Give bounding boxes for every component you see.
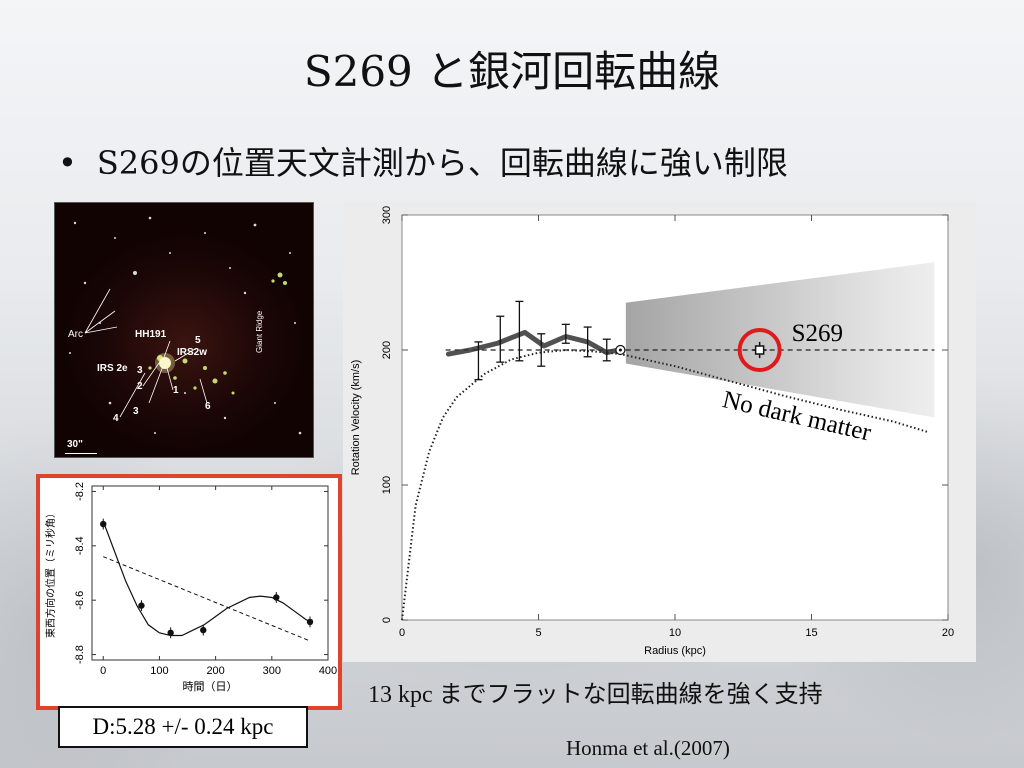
caption-text: までフラットな回転曲線を強く支持: [438, 680, 823, 708]
s269-highlight-circle: [737, 328, 782, 372]
plot-area: [91, 485, 329, 661]
label-3-upper: 3: [137, 365, 143, 376]
x-tick-label: 300: [263, 665, 281, 677]
data-point: [273, 594, 280, 601]
astrometry-panel: 0 100 200 300 400 -8.2 -8.4 -8.6 -8.8 時間（日） 東西方向の位…: [36, 474, 342, 710]
data-point: [306, 618, 314, 626]
x-axis-label: Radius (kpc): [644, 645, 706, 657]
label-5: 5: [195, 335, 201, 346]
caption: 13 kpc までフラットな回転曲線を強く支持: [368, 674, 823, 709]
x-tick-label: 400: [319, 665, 337, 677]
x-axis-label: 時間（日）: [183, 680, 238, 693]
label-1: 1: [173, 385, 179, 396]
linear-fit-line: [103, 556, 311, 642]
distance-box: D:5.28 +/- 0.24 kpc: [58, 706, 308, 748]
bullet-point: • S269の位置天文計測から、回転曲線に強い制限: [58, 138, 788, 184]
label-irs2w: IRS2w: [177, 347, 208, 358]
s269-infrared-image: Arc HH191 IRS 2e IRS2w 5 3 2 1 3 4 6 Gia…: [54, 202, 314, 458]
x-tick-label: 15: [805, 627, 817, 639]
bullet-dot-icon: •: [58, 144, 77, 182]
y-axis-label: 東西方向の位置（ミリ秒角）: [44, 508, 57, 638]
s269-label: S269: [792, 320, 843, 347]
y-tick-label: -8.6: [74, 591, 86, 610]
x-tick-label: 10: [669, 627, 681, 639]
bullet-text: の位置天文計測から、回転曲線に強い制限: [179, 144, 788, 182]
y-tick-label: -8.4: [74, 536, 86, 555]
data-point: [200, 626, 207, 634]
label-4: 4: [113, 413, 119, 424]
x-tick-label: 20: [942, 627, 954, 639]
x-tick-label: 0: [100, 665, 106, 677]
slide-title: S269 と銀河回転曲線: [303, 47, 721, 96]
data-point: [100, 520, 107, 528]
astrometry-chart: 0 100 200 300 400 -8.2 -8.4 -8.6 -8.8 時間（日） 東西方向の位…: [44, 482, 337, 693]
label-3: 3: [133, 406, 139, 417]
y-tick-label: -8.8: [74, 645, 86, 664]
rotation-curve-panel: 0 5 10 15 20 0 100 200 300 Radius (kpc) Rotation V…: [343, 201, 976, 662]
x-tick-label: 5: [535, 627, 541, 639]
label-giant-ridge: Giant Ridge: [255, 310, 264, 353]
caption-number: 13 kpc: [368, 682, 439, 708]
y-axis-label: Rotation Velocity (km/s): [350, 360, 362, 476]
parallax-fit-curve: [102, 521, 311, 637]
y-tick-label: 200: [381, 341, 393, 359]
label-6: 6: [205, 401, 211, 412]
x-tick-label: 100: [150, 665, 168, 677]
y-tick-label: 0: [381, 617, 393, 623]
uncertainty-band: [625, 262, 935, 418]
s269-point: [754, 345, 765, 355]
bullet-lead: S269: [96, 144, 180, 182]
scale-bar: [65, 453, 97, 454]
label-irs2e: IRS 2e: [97, 363, 128, 374]
star-field: [69, 216, 302, 435]
sun-marker-center: [618, 348, 622, 352]
y-tick-label: -8.2: [74, 482, 86, 501]
label-hh191: HH191: [135, 329, 167, 340]
x-tick-label: 200: [206, 665, 224, 677]
series-line-thick-band: [445, 329, 621, 357]
scale-bar-label: 30": [67, 439, 83, 450]
y-tick-label: 300: [381, 206, 393, 224]
data-point: [138, 602, 145, 609]
reference-citation: Honma et al.(2007): [566, 736, 730, 760]
label-2: 2: [137, 381, 143, 392]
y-tick-label: 100: [381, 476, 393, 494]
x-tick-label: 0: [399, 627, 405, 639]
data-point: [167, 629, 174, 637]
series-line-dotted: [401, 348, 930, 621]
label-arc: Arc: [68, 329, 83, 340]
